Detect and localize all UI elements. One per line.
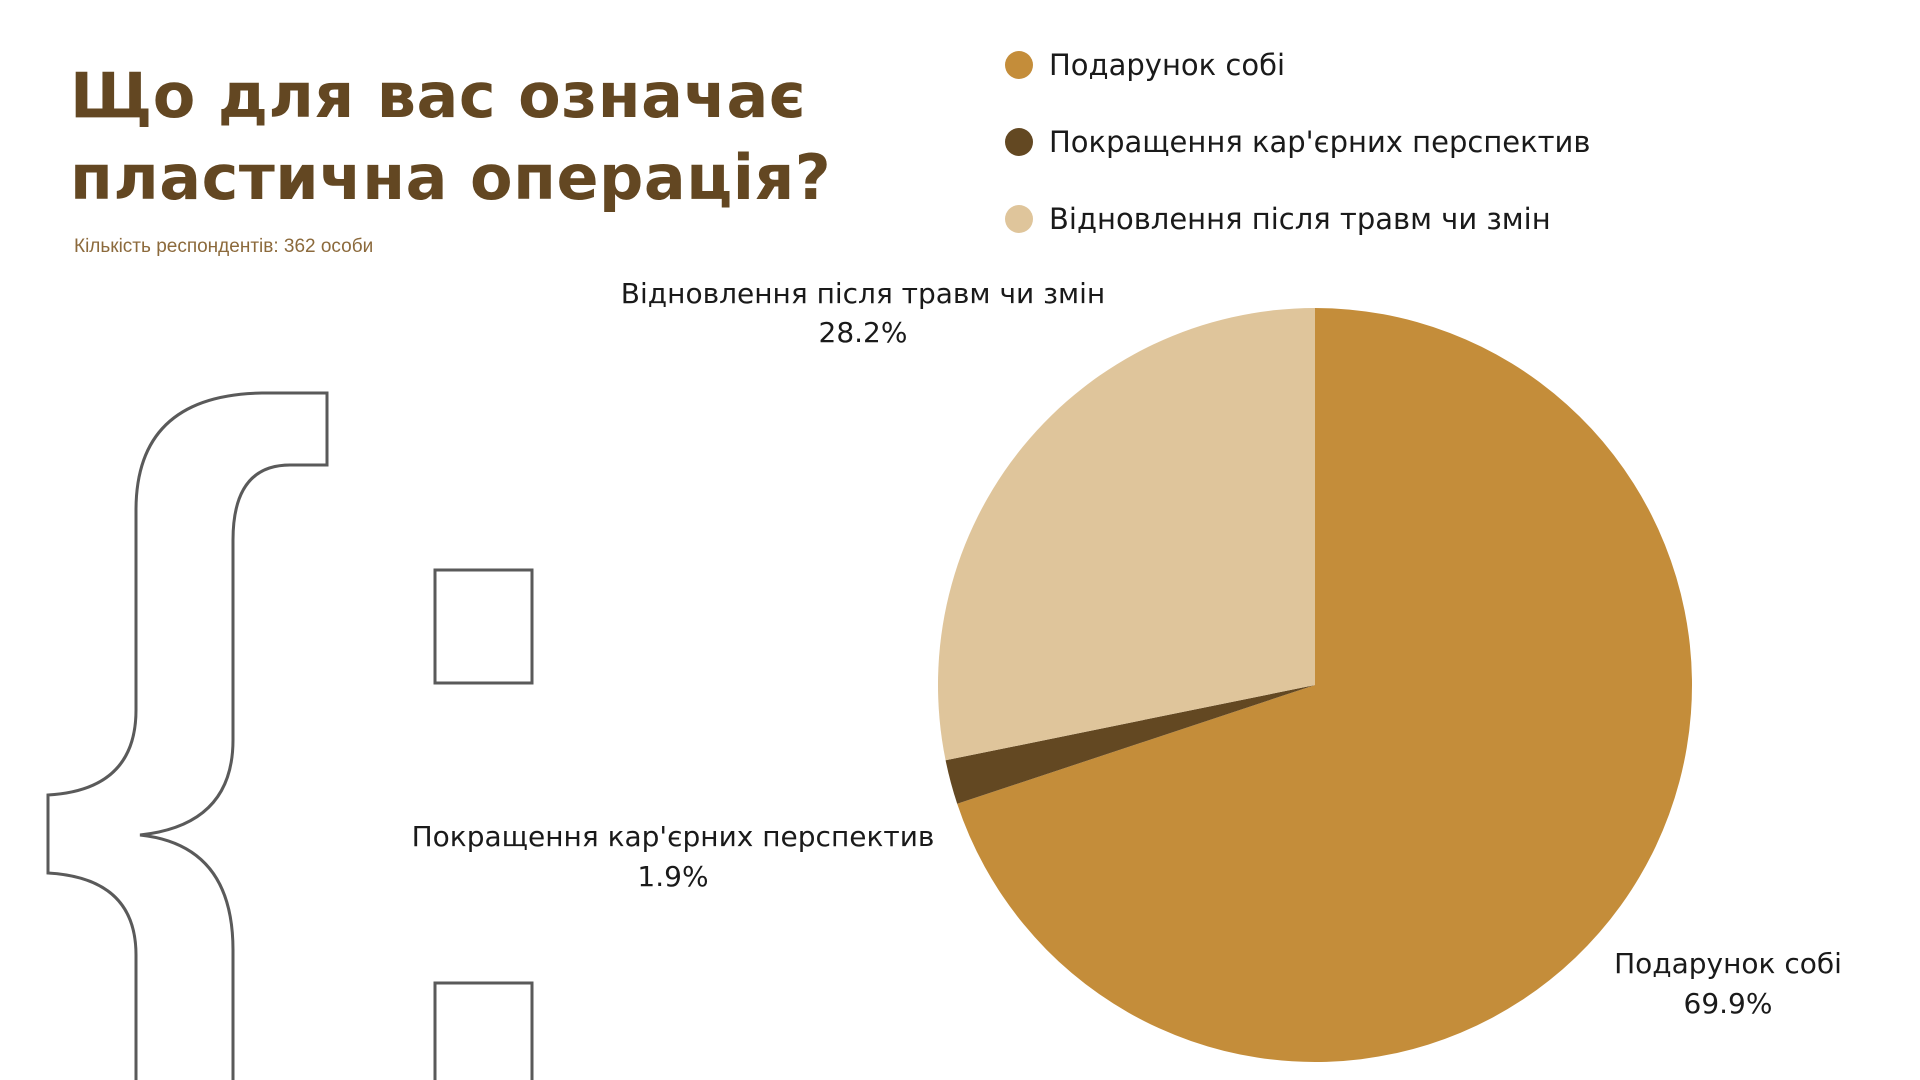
legend-label-gift: Подарунок собі — [1049, 48, 1286, 82]
legend-swatch-gift — [1005, 51, 1033, 79]
page-title: Що для вас означає пластична операція? — [70, 55, 831, 219]
pie-slice-gift — [957, 308, 1692, 1062]
slice-label-career-name: Покращення кар'єрних перспектив — [412, 820, 935, 853]
pie-slice-recovery — [937, 308, 1315, 761]
chart-legend: Подарунок собі Покращення кар'єрних перс… — [1005, 45, 1590, 276]
legend-swatch-recovery — [1005, 205, 1033, 233]
slice-label-recovery-name: Відновлення після травм чи змін — [621, 277, 1105, 310]
slice-label-gift-value: 69.9% — [1684, 987, 1773, 1020]
placeholder-box-bottom — [433, 981, 534, 1080]
legend-swatch-career — [1005, 128, 1033, 156]
legend-label-career: Покращення кар'єрних перспектив — [1049, 125, 1591, 159]
placeholder-box-top — [433, 568, 534, 685]
legend-label-recovery: Відновлення після травм чи змін — [1049, 202, 1551, 236]
respondents-count: Кількість респондентів: 362 особи — [74, 236, 374, 257]
curly-brace-outline — [46, 391, 329, 1080]
legend-item-recovery: Відновлення після травм чи змін — [1005, 199, 1590, 239]
pie-slice-career — [945, 685, 1315, 804]
legend-item-gift: Подарунок собі — [1005, 45, 1590, 85]
slice-label-gift-name: Подарунок собі — [1614, 947, 1842, 980]
slice-label-career-value: 1.9% — [637, 860, 708, 893]
title-line-1: Що для вас означає — [70, 59, 807, 132]
title-line-2: пластична операція? — [70, 141, 832, 214]
slice-label-recovery-value: 28.2% — [819, 316, 908, 349]
legend-item-career: Покращення кар'єрних перспектив — [1005, 122, 1590, 162]
